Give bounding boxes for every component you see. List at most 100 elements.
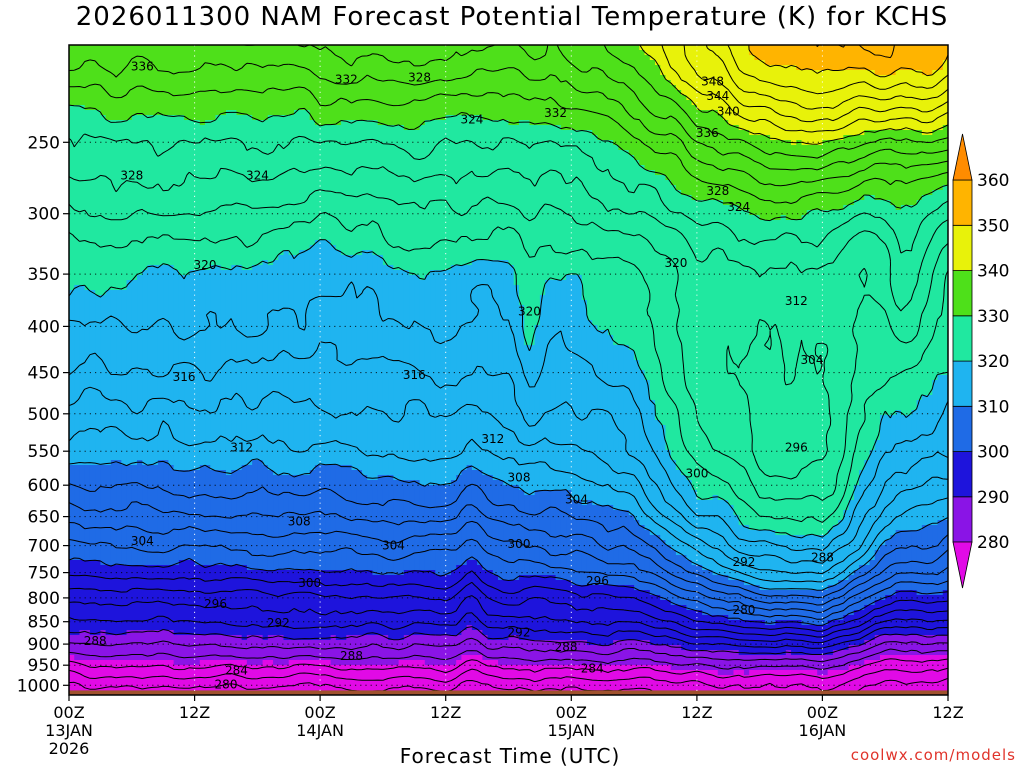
field-cell [163, 100, 170, 106]
field-cell [74, 180, 81, 186]
field-cell [314, 45, 321, 51]
field-cell [791, 170, 797, 176]
field-cell [566, 155, 572, 161]
field-cell [131, 175, 138, 181]
field-cell [205, 50, 211, 56]
field-cell [184, 185, 190, 191]
field-cell [602, 95, 609, 101]
field-cell [231, 130, 238, 136]
field-cell [811, 55, 818, 61]
field-cell [785, 120, 792, 126]
field-cell [738, 135, 745, 141]
field-cell [649, 50, 656, 56]
field-cell [838, 120, 844, 126]
field-cell [754, 95, 761, 101]
field-cell [785, 45, 792, 51]
field-cell [184, 125, 190, 131]
field-cell [524, 120, 531, 126]
field-cell [105, 60, 112, 66]
field-cell [634, 120, 640, 126]
field-cell [728, 125, 735, 131]
field-cell [189, 110, 196, 116]
field-cell [707, 90, 714, 96]
field-cell [215, 185, 222, 191]
field-cell [539, 160, 546, 166]
field-cell [288, 70, 295, 76]
field-cell [613, 70, 619, 76]
field-cell [314, 165, 321, 171]
field-cell [325, 75, 332, 81]
field-cell [848, 135, 855, 141]
field-cell [267, 145, 274, 151]
field-cell [539, 180, 546, 186]
field-cell [346, 155, 353, 161]
field-cell [194, 160, 201, 166]
field-cell [482, 120, 489, 126]
field-cell [299, 105, 306, 111]
field-cell [492, 55, 499, 61]
field-cell [770, 60, 776, 66]
field-cell [398, 75, 405, 81]
field-cell [273, 75, 279, 81]
field-cell [299, 45, 306, 51]
field-cell [367, 110, 374, 116]
field-cell [142, 185, 149, 191]
field-cell [911, 125, 918, 131]
field-cell [267, 50, 274, 56]
field-cell [435, 160, 442, 166]
field-cell [900, 120, 907, 126]
field-cell [184, 90, 190, 96]
field-cell [137, 55, 143, 61]
field-cell [79, 130, 86, 136]
field-cell [634, 115, 640, 121]
field-cell [613, 50, 619, 56]
field-cell [780, 50, 787, 56]
field-cell [283, 115, 290, 121]
field-cell [356, 185, 363, 191]
field-cell [571, 110, 578, 116]
field-cell [702, 50, 708, 56]
field-cell [524, 135, 531, 141]
field-cell [770, 115, 776, 121]
field-cell [801, 165, 808, 171]
field-cell [900, 150, 907, 156]
field-cell [414, 65, 421, 71]
field-cell [576, 95, 583, 101]
field-cell [482, 80, 489, 86]
field-cell [341, 155, 347, 161]
field-cell [513, 45, 520, 51]
field-cell [346, 55, 353, 61]
field-cell [927, 50, 933, 56]
field-cell [801, 175, 808, 181]
field-cell [555, 150, 562, 156]
field-cell [911, 170, 918, 176]
field-cell [461, 85, 468, 91]
field-cell [822, 110, 829, 116]
field-cell [733, 165, 740, 171]
field-cell [89, 125, 96, 131]
field-cell [597, 180, 604, 186]
field-cell [89, 175, 96, 181]
field-cell [592, 160, 599, 166]
field-cell [738, 90, 745, 96]
field-cell [273, 155, 279, 161]
field-cell [314, 170, 321, 176]
field-cell [838, 170, 844, 176]
field-cell [273, 115, 279, 121]
field-cell [79, 180, 86, 186]
field-cell [283, 120, 290, 126]
field-cell [210, 135, 217, 141]
field-cell [874, 50, 881, 56]
field-cell [937, 85, 944, 91]
field-cell [660, 145, 667, 151]
field-cell [314, 175, 321, 181]
field-cell [325, 65, 332, 71]
field-cell [142, 50, 149, 56]
field-cell [314, 85, 321, 91]
field-cell [110, 145, 117, 151]
field-cell [84, 160, 91, 166]
field-cell [314, 105, 321, 111]
field-cell [644, 110, 651, 116]
field-cell [163, 165, 170, 171]
field-cell [398, 130, 405, 136]
